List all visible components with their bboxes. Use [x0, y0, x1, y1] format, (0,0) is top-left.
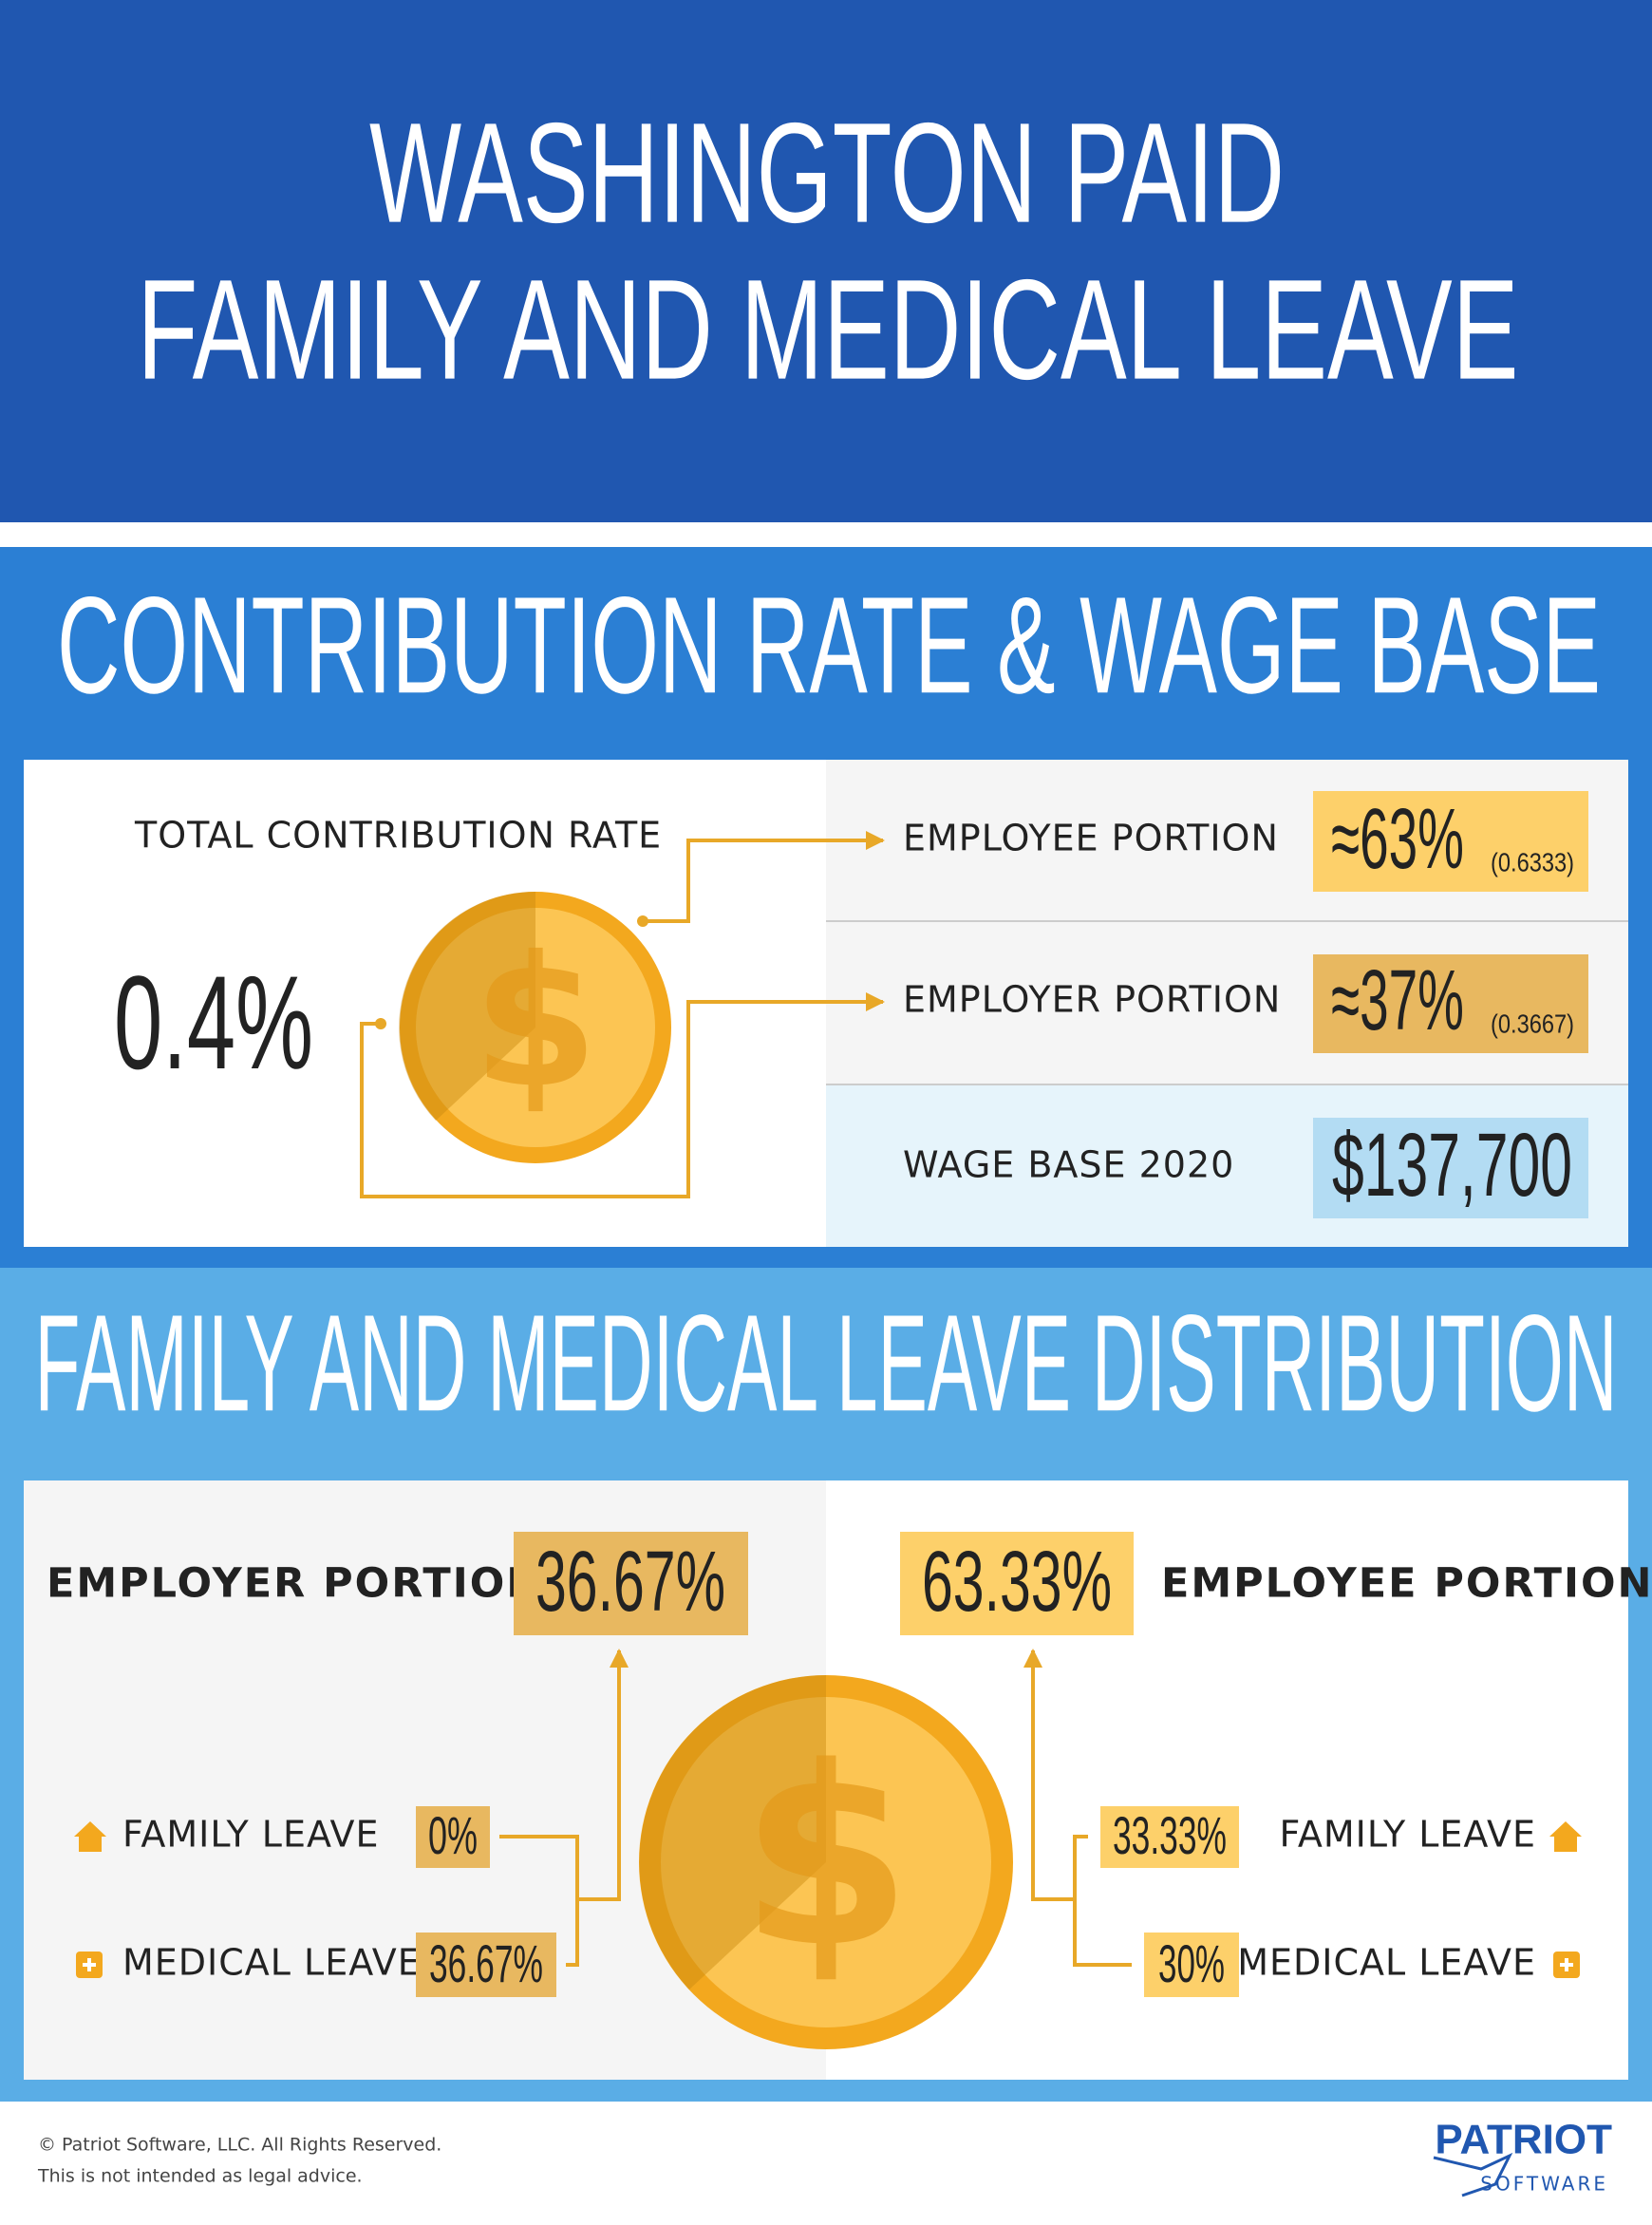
title: WASHINGTON PAID — [369, 93, 1285, 253]
value: ≈37% — [1331, 953, 1464, 1048]
disclaimer: This is not intended as legal advice. — [37, 2166, 363, 2187]
value-box — [514, 1532, 748, 1635]
value-box — [416, 1806, 490, 1868]
value-box — [1144, 1933, 1239, 1997]
connector-dot — [375, 1018, 386, 1029]
total-rate: 0.4% — [114, 948, 313, 1097]
connector — [1023, 1649, 1075, 1901]
value-box — [900, 1532, 1134, 1635]
value: 36.67% — [535, 1535, 725, 1630]
label: MEDICAL LEAVE — [1237, 1942, 1536, 1984]
connector — [577, 1649, 629, 1901]
detail: (0.3667) — [1491, 1009, 1574, 1038]
value: 30% — [1158, 1933, 1225, 1993]
label: TOTAL CONTRIBUTION RATE — [134, 815, 662, 857]
connector — [643, 831, 885, 923]
value: ≈63% — [1331, 792, 1464, 887]
value-box — [416, 1933, 556, 1997]
svg-text:$: $ — [473, 917, 598, 1127]
label: EMPLOYER PORTION — [47, 1560, 542, 1608]
coin: $ — [399, 891, 671, 1163]
value: 0% — [428, 1805, 478, 1865]
value: 36.67% — [429, 1933, 543, 1993]
connector — [360, 992, 885, 1198]
svg-text:$: $ — [741, 1715, 912, 2002]
home-icon — [1549, 1821, 1582, 1852]
copyright: © Patriot Software, LLC. All Rights Rese… — [38, 2135, 441, 2156]
coin: $ — [639, 1675, 1013, 2049]
wage-value: $137,700 — [1332, 1115, 1572, 1216]
detail: (0.6333) — [1491, 847, 1574, 877]
value: 63.33% — [922, 1535, 1112, 1630]
value-box — [1313, 791, 1588, 892]
logo-mark — [1433, 2152, 1513, 2197]
label: EMPLOYEE PORTION — [1161, 1560, 1652, 1608]
title: FAMILY AND MEDICAL LEAVE — [138, 250, 1519, 409]
section-title: CONTRIBUTION RATE & WAGE BASE — [57, 568, 1601, 722]
label: FAMILY LEAVE — [122, 1814, 380, 1856]
label: WAGE BASE 2020 — [903, 1144, 1234, 1186]
value-box — [1313, 954, 1588, 1053]
label: EMPLOYER PORTION — [903, 979, 1281, 1021]
medical-icon — [76, 1952, 103, 1978]
logo-sub: SOFTWARE — [1480, 2173, 1608, 2196]
label: FAMILY LEAVE — [1279, 1814, 1536, 1856]
logo: PATRIOT — [1435, 2117, 1612, 2163]
value: 33.33% — [1113, 1805, 1227, 1865]
medical-icon — [1553, 1952, 1580, 1978]
home-icon — [74, 1821, 106, 1852]
value-box — [1313, 1118, 1588, 1218]
header-band — [0, 0, 1652, 522]
label: EMPLOYEE PORTION — [903, 818, 1279, 859]
value-box — [1100, 1806, 1239, 1868]
section-title: FAMILY AND MEDICAL LEAVE DISTRIBUTION — [35, 1286, 1618, 1440]
label: MEDICAL LEAVE — [122, 1942, 422, 1984]
connector-dot — [637, 915, 648, 927]
